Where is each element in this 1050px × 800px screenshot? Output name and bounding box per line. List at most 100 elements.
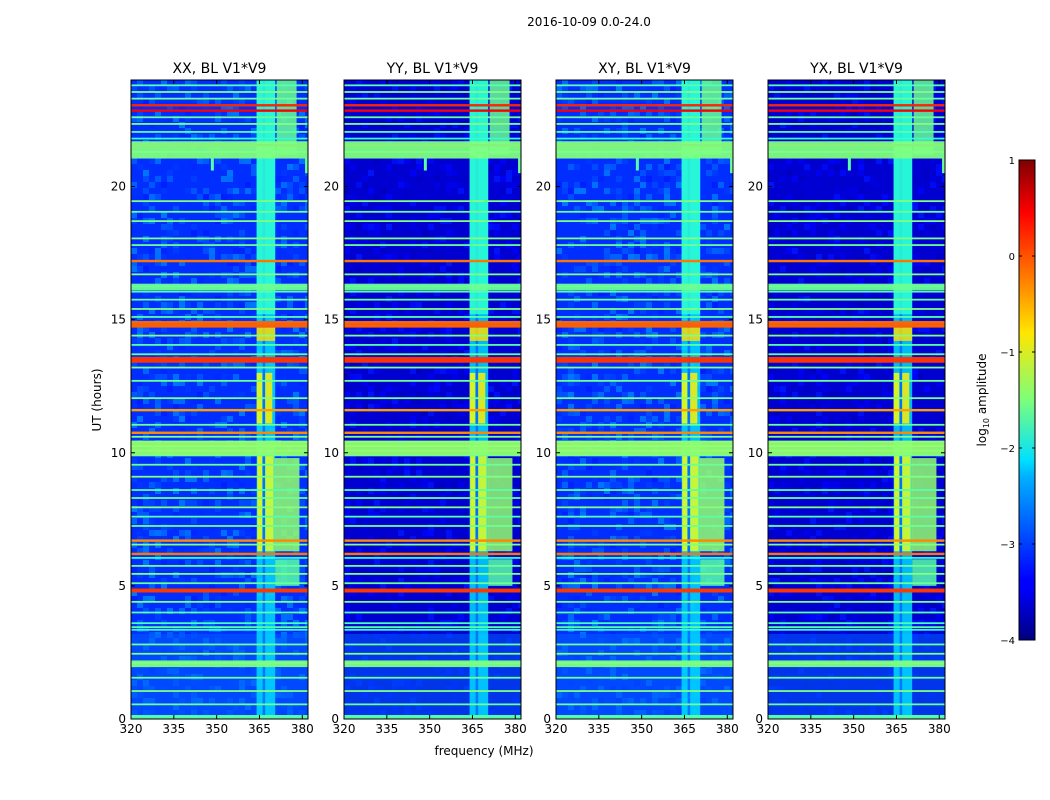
noise-cell <box>131 248 137 254</box>
noise-cell <box>368 410 374 416</box>
noise-cell <box>604 572 610 578</box>
noise-cell <box>592 476 598 482</box>
noise-cell <box>344 290 350 296</box>
noise-cell <box>712 380 718 386</box>
noise-cell <box>215 476 221 482</box>
noise-cell <box>203 608 209 614</box>
flagged-row <box>344 676 521 679</box>
noise-cell <box>239 392 245 398</box>
noise-cell <box>858 278 864 284</box>
noise-cell <box>804 386 810 392</box>
noise-cell <box>416 500 422 506</box>
noise-cell <box>942 530 945 536</box>
noise-cell <box>828 482 834 488</box>
noise-cell <box>918 212 924 218</box>
noise-cell <box>251 170 257 176</box>
noise-cell <box>822 164 828 170</box>
noise-cell <box>440 368 446 374</box>
noise-cell <box>598 512 604 518</box>
noise-cell <box>942 176 945 182</box>
noise-cell <box>488 404 494 410</box>
noise-cell <box>562 200 568 206</box>
noise-cell <box>221 590 227 596</box>
noise-cell <box>392 386 398 392</box>
noise-cell <box>209 308 215 314</box>
noise-cell <box>191 164 197 170</box>
noise-cell <box>634 470 640 476</box>
noise-cell <box>568 554 574 560</box>
noise-cell <box>410 122 416 128</box>
noise-cell <box>574 182 580 188</box>
noise-cell <box>191 488 197 494</box>
noise-cell <box>440 494 446 500</box>
noise-cell <box>798 554 804 560</box>
noise-cell <box>512 368 518 374</box>
noise-cell <box>215 596 221 602</box>
noise-cell <box>912 374 918 380</box>
noise-cell <box>398 134 404 140</box>
noise-cell <box>876 374 882 380</box>
noise-cell <box>131 104 137 110</box>
noise-cell <box>936 92 942 98</box>
noise-cell <box>628 392 634 398</box>
noise-cell <box>798 536 804 542</box>
noise-cell <box>804 182 810 188</box>
noise-cell <box>622 212 628 218</box>
noise-cell <box>846 128 852 134</box>
noise-cell <box>350 578 356 584</box>
noise-cell <box>368 536 374 542</box>
flagged-row <box>131 435 308 438</box>
noise-cell <box>912 614 918 620</box>
noise-cell <box>586 566 592 572</box>
noise-cell <box>616 596 622 602</box>
noise-cell <box>458 308 464 314</box>
noise-cell <box>876 362 882 368</box>
noise-cell <box>562 482 568 488</box>
noise-cell <box>350 518 356 524</box>
noise-cell <box>858 170 864 176</box>
noise-cell <box>798 380 804 386</box>
noise-cell <box>936 464 942 470</box>
noise-cell <box>610 596 616 602</box>
noise-cell <box>858 206 864 212</box>
noise-cell <box>227 128 233 134</box>
noise-cell <box>428 566 434 572</box>
flagged-row <box>131 220 308 223</box>
noise-cell <box>924 260 930 266</box>
noise-cell <box>344 554 350 560</box>
noise-cell <box>350 362 356 368</box>
noise-cell <box>730 188 733 194</box>
flagged-row <box>344 109 521 112</box>
noise-cell <box>652 566 658 572</box>
noise-cell <box>864 458 870 464</box>
noise-cell <box>556 386 562 392</box>
flagged-row <box>344 565 521 567</box>
noise-cell <box>458 278 464 284</box>
noise-cell <box>305 560 308 566</box>
noise-cell <box>556 248 562 254</box>
noise-cell <box>798 212 804 218</box>
noise-cell <box>161 158 167 164</box>
noise-cell <box>251 572 257 578</box>
noise-cell <box>610 224 616 230</box>
noise-cell <box>882 212 888 218</box>
noise-cell <box>410 536 416 542</box>
noise-cell <box>410 476 416 482</box>
noise-cell <box>712 368 718 374</box>
flagged-row <box>344 91 521 93</box>
flagged-row <box>556 628 733 631</box>
flagged-row <box>344 475 521 478</box>
noise-cell <box>227 554 233 560</box>
noise-cell <box>209 566 215 572</box>
noise-cell <box>634 302 640 308</box>
noise-cell <box>458 578 464 584</box>
noise-cell <box>293 392 299 398</box>
noise-cell <box>816 380 822 386</box>
noise-cell <box>368 590 374 596</box>
noise-cell <box>374 488 380 494</box>
noise-cell <box>374 80 380 86</box>
noise-cell <box>488 410 494 416</box>
noise-cell <box>942 188 945 194</box>
noise-cell <box>768 200 774 206</box>
noise-cell <box>185 536 191 542</box>
